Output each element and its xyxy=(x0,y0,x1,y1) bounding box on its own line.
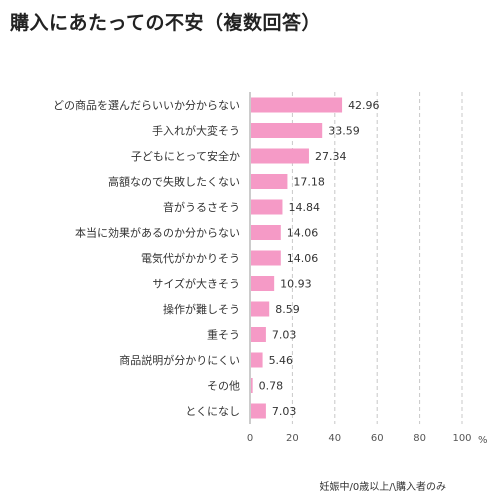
bar xyxy=(251,225,281,240)
x-tick-label: 40 xyxy=(328,433,341,444)
bar xyxy=(251,276,275,291)
value-label: 17.18 xyxy=(293,176,325,189)
value-label: 7.03 xyxy=(272,329,297,342)
x-tick-label: 60 xyxy=(371,433,384,444)
category-label: 子どもにとって安全か xyxy=(131,149,240,163)
x-tick-label: 20 xyxy=(286,433,299,444)
bar xyxy=(251,301,270,317)
bar xyxy=(251,327,266,342)
bar xyxy=(251,123,323,138)
bar xyxy=(251,148,309,164)
value-label: 14.06 xyxy=(287,252,319,265)
chart-title: 購入にあたっての不安（複数回答） xyxy=(10,12,322,34)
category-label: 商品説明が分かりにくい xyxy=(119,353,240,367)
category-label: 手入れが大変そう xyxy=(152,124,240,138)
value-label: 7.03 xyxy=(272,405,297,418)
category-label: サイズが大きそう xyxy=(152,277,240,291)
category-label: どの商品を選んだらいいか分からない xyxy=(53,98,240,112)
category-label: 高額なので失敗したくない xyxy=(108,175,240,189)
bar xyxy=(251,97,343,113)
value-label: 0.78 xyxy=(259,380,284,393)
value-label: 33.59 xyxy=(328,125,360,138)
bar xyxy=(251,352,263,368)
category-label: 音がうるさそう xyxy=(163,200,240,214)
value-label: 8.59 xyxy=(275,303,300,316)
category-label: その他 xyxy=(207,380,240,393)
x-unit-label: % xyxy=(478,435,488,446)
x-tick-label: 80 xyxy=(413,433,426,444)
category-label: 電気代がかかりそう xyxy=(141,251,240,265)
value-label: 10.93 xyxy=(280,278,312,291)
value-label: 14.06 xyxy=(287,227,319,240)
value-label: 14.84 xyxy=(288,201,320,214)
value-label: 27.34 xyxy=(315,150,347,163)
bar xyxy=(251,250,281,266)
bar xyxy=(251,403,266,419)
footnote: 妊娠中/0歳以上/\購入者のみ xyxy=(319,482,446,493)
category-label: 本当に効果があるのか分からない xyxy=(75,226,240,240)
category-label: 操作が難しそう xyxy=(163,302,240,316)
bar xyxy=(251,199,283,215)
bar xyxy=(251,174,288,189)
category-label: 重そう xyxy=(207,328,240,342)
x-tick-label: 0 xyxy=(247,433,253,444)
value-label: 42.96 xyxy=(348,99,380,112)
value-label: 5.46 xyxy=(269,354,294,367)
x-tick-label: 100 xyxy=(452,433,471,444)
bar xyxy=(251,378,253,393)
category-label: とくになし xyxy=(185,405,240,418)
